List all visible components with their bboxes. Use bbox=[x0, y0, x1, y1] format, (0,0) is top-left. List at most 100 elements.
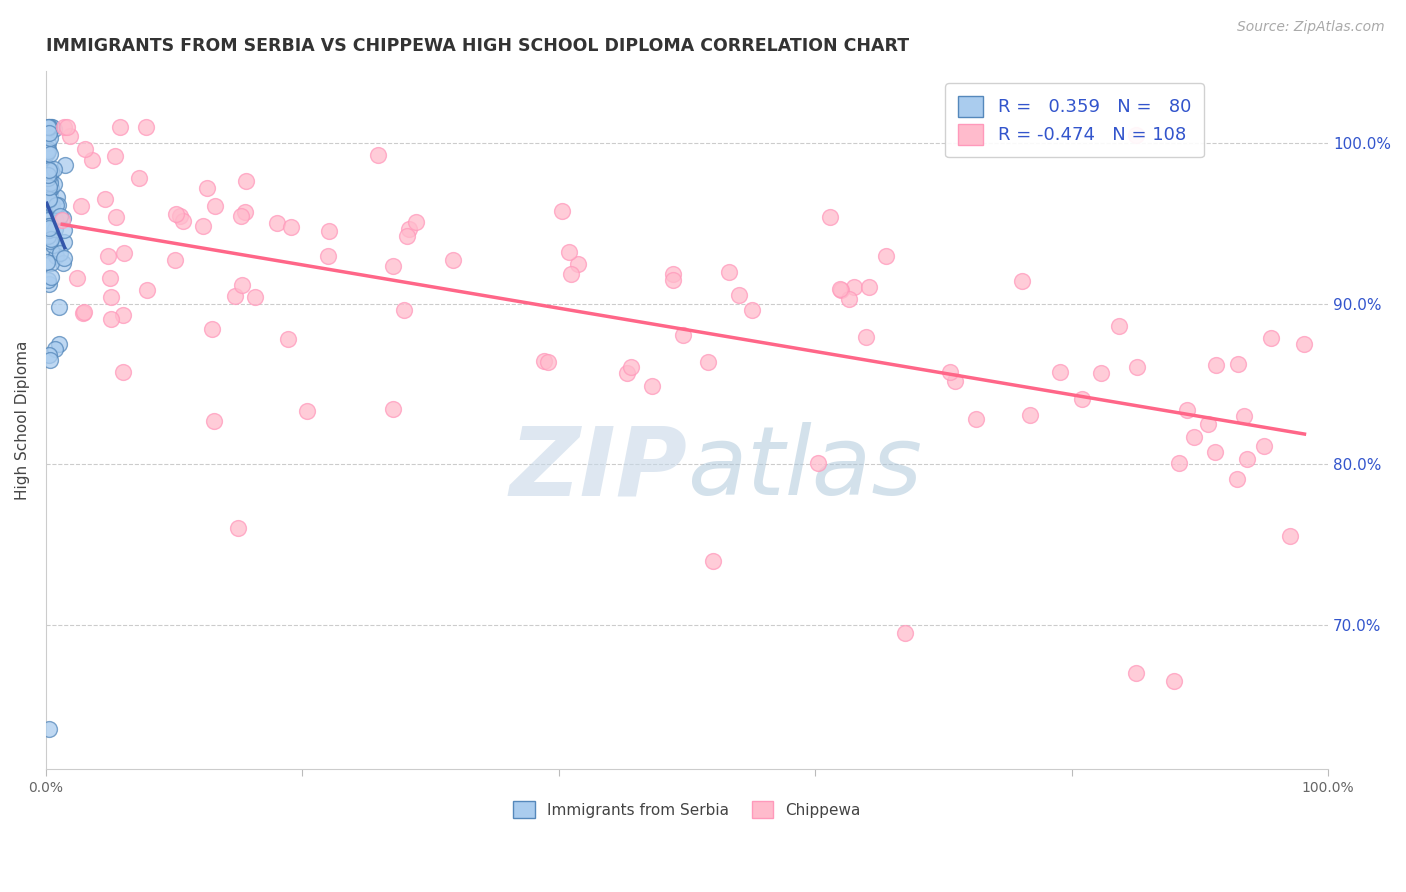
Point bbox=[108, 120, 131, 134]
Point bbox=[72, 306, 94, 320]
Point bbox=[1049, 366, 1071, 380]
Point bbox=[52, 223, 75, 237]
Point bbox=[35, 174, 58, 188]
Point bbox=[1125, 128, 1147, 142]
Point bbox=[44, 161, 66, 176]
Point bbox=[39, 171, 62, 186]
Point bbox=[97, 249, 120, 263]
Point bbox=[550, 203, 572, 218]
Y-axis label: High School Diploma: High School Diploma bbox=[15, 341, 30, 500]
Point bbox=[172, 214, 194, 228]
Point bbox=[136, 284, 159, 298]
Point bbox=[38, 219, 60, 233]
Point bbox=[37, 166, 59, 180]
Point bbox=[37, 168, 59, 182]
Point bbox=[100, 312, 122, 326]
Point bbox=[201, 321, 224, 335]
Point bbox=[396, 228, 419, 243]
Point bbox=[53, 120, 76, 134]
Point bbox=[1090, 367, 1112, 381]
Point bbox=[536, 354, 558, 368]
Point bbox=[382, 259, 405, 273]
Point bbox=[38, 219, 60, 233]
Point bbox=[557, 245, 579, 260]
Point bbox=[1260, 331, 1282, 345]
Point bbox=[38, 127, 60, 141]
Point bbox=[858, 280, 880, 294]
Point bbox=[1197, 417, 1219, 431]
Point bbox=[226, 521, 249, 535]
Point bbox=[938, 365, 960, 379]
Point bbox=[1071, 392, 1094, 406]
Point bbox=[620, 360, 643, 375]
Text: Source: ZipAtlas.com: Source: ZipAtlas.com bbox=[1237, 20, 1385, 34]
Point bbox=[46, 198, 69, 212]
Point bbox=[49, 210, 72, 224]
Point bbox=[202, 413, 225, 427]
Point bbox=[59, 129, 82, 144]
Point bbox=[662, 267, 685, 281]
Point bbox=[35, 255, 58, 269]
Point bbox=[1253, 439, 1275, 453]
Point bbox=[441, 253, 464, 268]
Point bbox=[394, 302, 416, 317]
Point bbox=[46, 190, 69, 204]
Point bbox=[560, 267, 582, 281]
Point bbox=[965, 412, 987, 426]
Point bbox=[39, 176, 62, 190]
Legend: Immigrants from Serbia, Chippewa: Immigrants from Serbia, Chippewa bbox=[508, 795, 868, 824]
Point bbox=[855, 330, 877, 344]
Point bbox=[38, 183, 60, 197]
Point bbox=[195, 181, 218, 195]
Point bbox=[38, 277, 60, 291]
Point bbox=[165, 206, 187, 220]
Point bbox=[1175, 403, 1198, 417]
Point bbox=[112, 365, 135, 379]
Point bbox=[44, 342, 66, 356]
Point bbox=[41, 238, 63, 252]
Point bbox=[875, 249, 897, 263]
Point bbox=[163, 253, 186, 268]
Point bbox=[38, 220, 60, 235]
Point bbox=[830, 284, 852, 298]
Point bbox=[224, 289, 246, 303]
Point bbox=[38, 183, 60, 197]
Point bbox=[697, 355, 720, 369]
Point bbox=[44, 221, 66, 235]
Point bbox=[316, 249, 339, 263]
Point bbox=[135, 120, 157, 134]
Point bbox=[104, 210, 127, 224]
Point bbox=[37, 206, 59, 220]
Point bbox=[37, 191, 59, 205]
Point bbox=[52, 256, 75, 270]
Point bbox=[37, 197, 59, 211]
Point bbox=[98, 271, 121, 285]
Point bbox=[38, 348, 60, 362]
Point bbox=[45, 249, 67, 263]
Point bbox=[38, 188, 60, 202]
Point bbox=[37, 145, 59, 159]
Point bbox=[42, 178, 65, 192]
Point bbox=[48, 336, 70, 351]
Text: IMMIGRANTS FROM SERBIA VS CHIPPEWA HIGH SCHOOL DIPLOMA CORRELATION CHART: IMMIGRANTS FROM SERBIA VS CHIPPEWA HIGH … bbox=[46, 37, 910, 55]
Point bbox=[39, 218, 62, 232]
Point bbox=[718, 265, 741, 279]
Point bbox=[100, 290, 122, 304]
Point bbox=[48, 300, 70, 314]
Point bbox=[243, 290, 266, 304]
Point bbox=[38, 172, 60, 186]
Point bbox=[567, 257, 589, 271]
Point bbox=[41, 232, 63, 246]
Point bbox=[702, 553, 724, 567]
Point bbox=[38, 165, 60, 179]
Point bbox=[38, 234, 60, 248]
Point bbox=[37, 162, 59, 177]
Point bbox=[37, 170, 59, 185]
Point bbox=[37, 273, 59, 287]
Point bbox=[38, 179, 60, 194]
Point bbox=[82, 153, 104, 167]
Point bbox=[51, 213, 73, 227]
Point bbox=[807, 456, 830, 470]
Point bbox=[45, 197, 67, 211]
Point bbox=[39, 181, 62, 195]
